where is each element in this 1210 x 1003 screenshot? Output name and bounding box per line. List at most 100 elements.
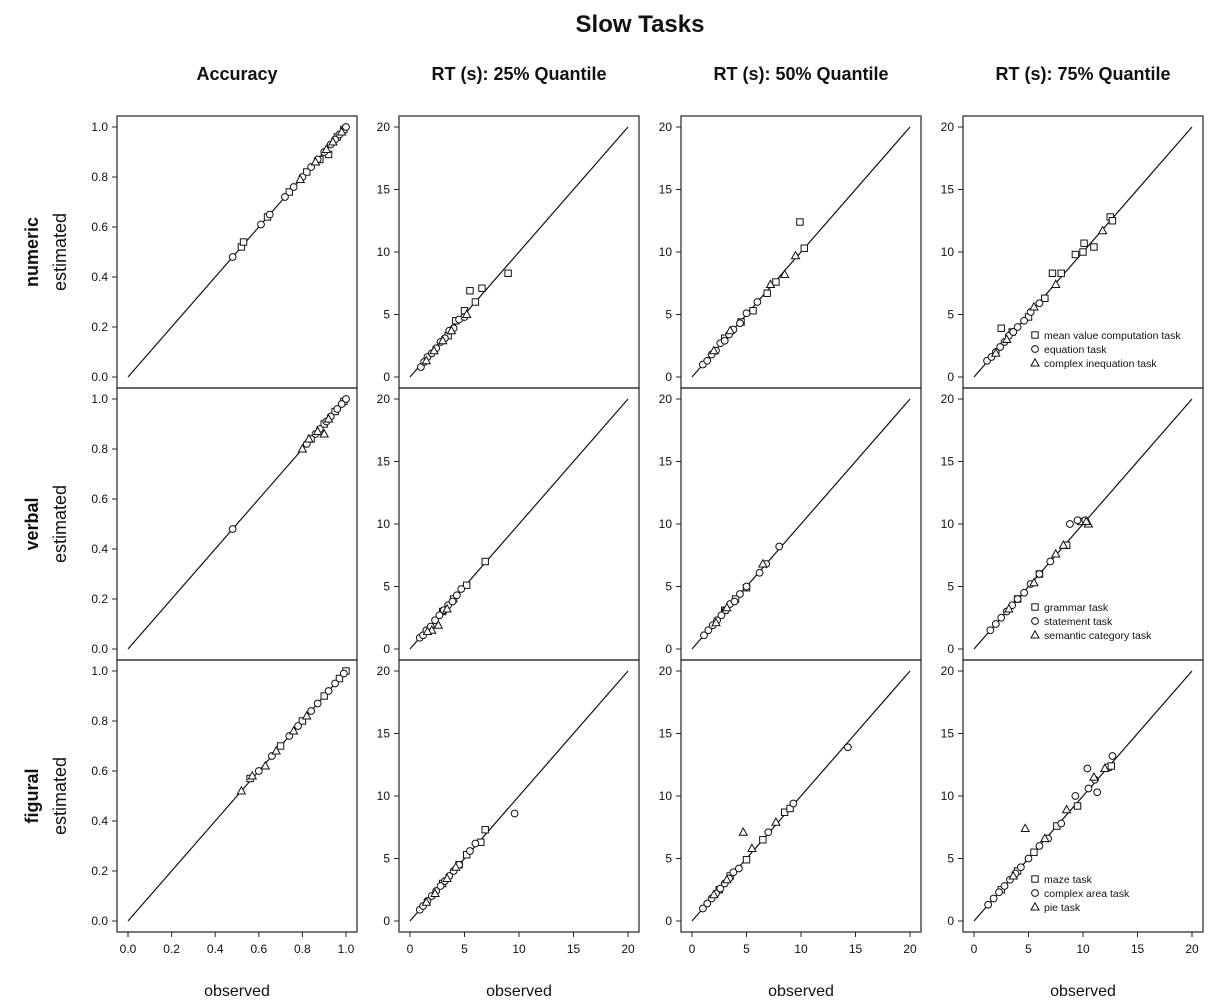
- point-complex-inequation-task: [336, 126, 347, 136]
- point-equation-task: [1013, 323, 1022, 331]
- point-maze-task: [780, 808, 789, 816]
- point-semantic-category-task: [304, 433, 314, 443]
- point-semantic-category-task: [323, 413, 334, 423]
- point-complex-area-task: [699, 904, 707, 913]
- point-complex-area-task: [1024, 854, 1033, 863]
- point-pie-task: [288, 725, 299, 735]
- point-equation-task: [342, 123, 350, 131]
- panel-numeric-rt-s-75-quantile: 0 5 10 15 20 mean value computation task equat…: [941, 115, 1204, 389]
- legend-label-equation-task: equation task: [1044, 344, 1107, 356]
- y-tick-label: 5: [383, 580, 390, 594]
- point-maze-task: [481, 826, 489, 834]
- point-statement-task: [704, 626, 713, 635]
- x-tick-label: 0: [407, 942, 414, 956]
- point-pie-task: [1061, 804, 1072, 814]
- point-complex-inequation-task: [461, 309, 472, 318]
- y-tick-label: 15: [377, 455, 391, 469]
- point-maze-task: [759, 836, 767, 844]
- point-equation-task: [736, 319, 744, 328]
- y-tick-label: 0.0: [91, 642, 108, 656]
- y-tick-label: 0: [947, 914, 954, 928]
- y-tick-label: 0.6: [91, 220, 108, 234]
- y-tick-label: 1.0: [91, 664, 108, 678]
- point-complex-area-task: [843, 743, 852, 752]
- legend-label-semantic-category-task: semantic category task: [1044, 630, 1152, 642]
- y-tick-label: 20: [659, 120, 673, 134]
- legend-label-complex-area-task: complex area task: [1044, 888, 1130, 900]
- y-tick-label: 5: [947, 852, 954, 866]
- y-tick-label: 15: [377, 183, 391, 197]
- point-complex-inequation-task: [1029, 301, 1039, 311]
- y-tick-label: 10: [377, 789, 391, 803]
- point-mean-value-computation-task: [796, 218, 804, 226]
- y-tick-label: 20: [941, 392, 955, 406]
- y-tick-label: 5: [665, 308, 672, 322]
- point-equation-task: [257, 220, 265, 229]
- point-mean-value-computation-task: [1041, 294, 1049, 302]
- point-complex-area-task: [734, 864, 743, 873]
- y-tick-label: 10: [377, 245, 391, 259]
- y-tick-label: 0: [947, 642, 954, 656]
- panel-verbal-rt-s-75-quantile: 0 5 10 15 20 grammar task statement task semant…: [941, 387, 1204, 661]
- point-statement-task: [1013, 595, 1022, 603]
- point-complex-inequation-task: [1001, 334, 1012, 343]
- point-statement-task: [333, 405, 342, 413]
- point-pie-task: [1089, 772, 1099, 781]
- point-semantic-category-task: [319, 428, 330, 438]
- y-axis-label-figural: estimated: [50, 757, 70, 835]
- point-maze-task: [1107, 762, 1116, 770]
- point-mean-value-computation-task: [997, 324, 1005, 332]
- point-statement-task: [986, 626, 995, 635]
- point-mean-value-computation-task: [763, 289, 771, 297]
- point-mean-value-computation-task: [800, 244, 808, 252]
- panel-numeric-rt-s-25-quantile: 0 5 10 15 20: [377, 115, 640, 389]
- panel-frame: [116, 659, 358, 933]
- point-pie-task: [1008, 870, 1019, 880]
- y-tick-label: 0.4: [91, 270, 108, 284]
- legend-marker-pie-task: [1030, 901, 1040, 911]
- point-pie-task: [722, 874, 732, 884]
- y-tick-label: 0.6: [91, 764, 108, 778]
- point-semantic-category-task: [722, 602, 732, 612]
- y-tick-label: 0.2: [91, 864, 108, 878]
- point-mean-value-computation-task: [285, 188, 294, 196]
- legend-label-pie-task: pie task: [1044, 902, 1081, 914]
- y-tick-label: 0.6: [91, 492, 108, 506]
- point-statement-task: [1066, 520, 1074, 528]
- point-semantic-category-task: [758, 558, 768, 568]
- point-statement-task: [997, 613, 1006, 622]
- point-statement-task: [736, 590, 744, 598]
- y-tick-label: 0.2: [91, 592, 108, 606]
- point-mean-value-computation-task: [1071, 250, 1080, 259]
- y-tick-label: 20: [377, 664, 391, 678]
- point-statement-task: [1020, 588, 1029, 597]
- point-maze-task: [298, 717, 307, 725]
- point-complex-area-task: [254, 767, 263, 775]
- point-statement-task: [742, 582, 751, 591]
- legend-label-mean-value-computation-task: mean value computation task: [1044, 330, 1181, 342]
- legend-marker-complex-inequation-task: [1030, 357, 1040, 367]
- x-tick-label: 1.0: [338, 942, 355, 956]
- y-tick-label: 1.0: [91, 392, 108, 406]
- column-title-rt-25: RT (s): 25% Quantile: [431, 64, 606, 84]
- point-complex-inequation-task: [295, 174, 306, 183]
- y-tick-label: 20: [941, 120, 955, 134]
- panel-figural-rt-s-25-quantile: 0 5 10 15 20 0 5 10 15 20: [377, 659, 640, 956]
- y-tick-label: 5: [947, 308, 954, 322]
- point-pie-task: [247, 770, 258, 780]
- point-maze-task: [276, 742, 285, 750]
- y-tick-label: 0.4: [91, 542, 108, 556]
- point-equation-task: [281, 193, 289, 201]
- x-tick-label: 5: [461, 942, 468, 956]
- point-maze-task: [1073, 802, 1082, 810]
- y-tick-label: 0.0: [91, 370, 108, 384]
- y-tick-label: 0.4: [91, 814, 108, 828]
- point-complex-inequation-task: [765, 279, 776, 288]
- point-complex-inequation-task: [790, 250, 801, 260]
- y-tick-label: 0.8: [91, 170, 108, 184]
- x-tick-label: 5: [743, 942, 750, 956]
- point-complex-inequation-task: [437, 335, 448, 345]
- point-complex-area-task: [510, 809, 519, 818]
- legend-label-statement-task: statement task: [1044, 616, 1113, 628]
- point-complex-area-task: [1016, 863, 1025, 872]
